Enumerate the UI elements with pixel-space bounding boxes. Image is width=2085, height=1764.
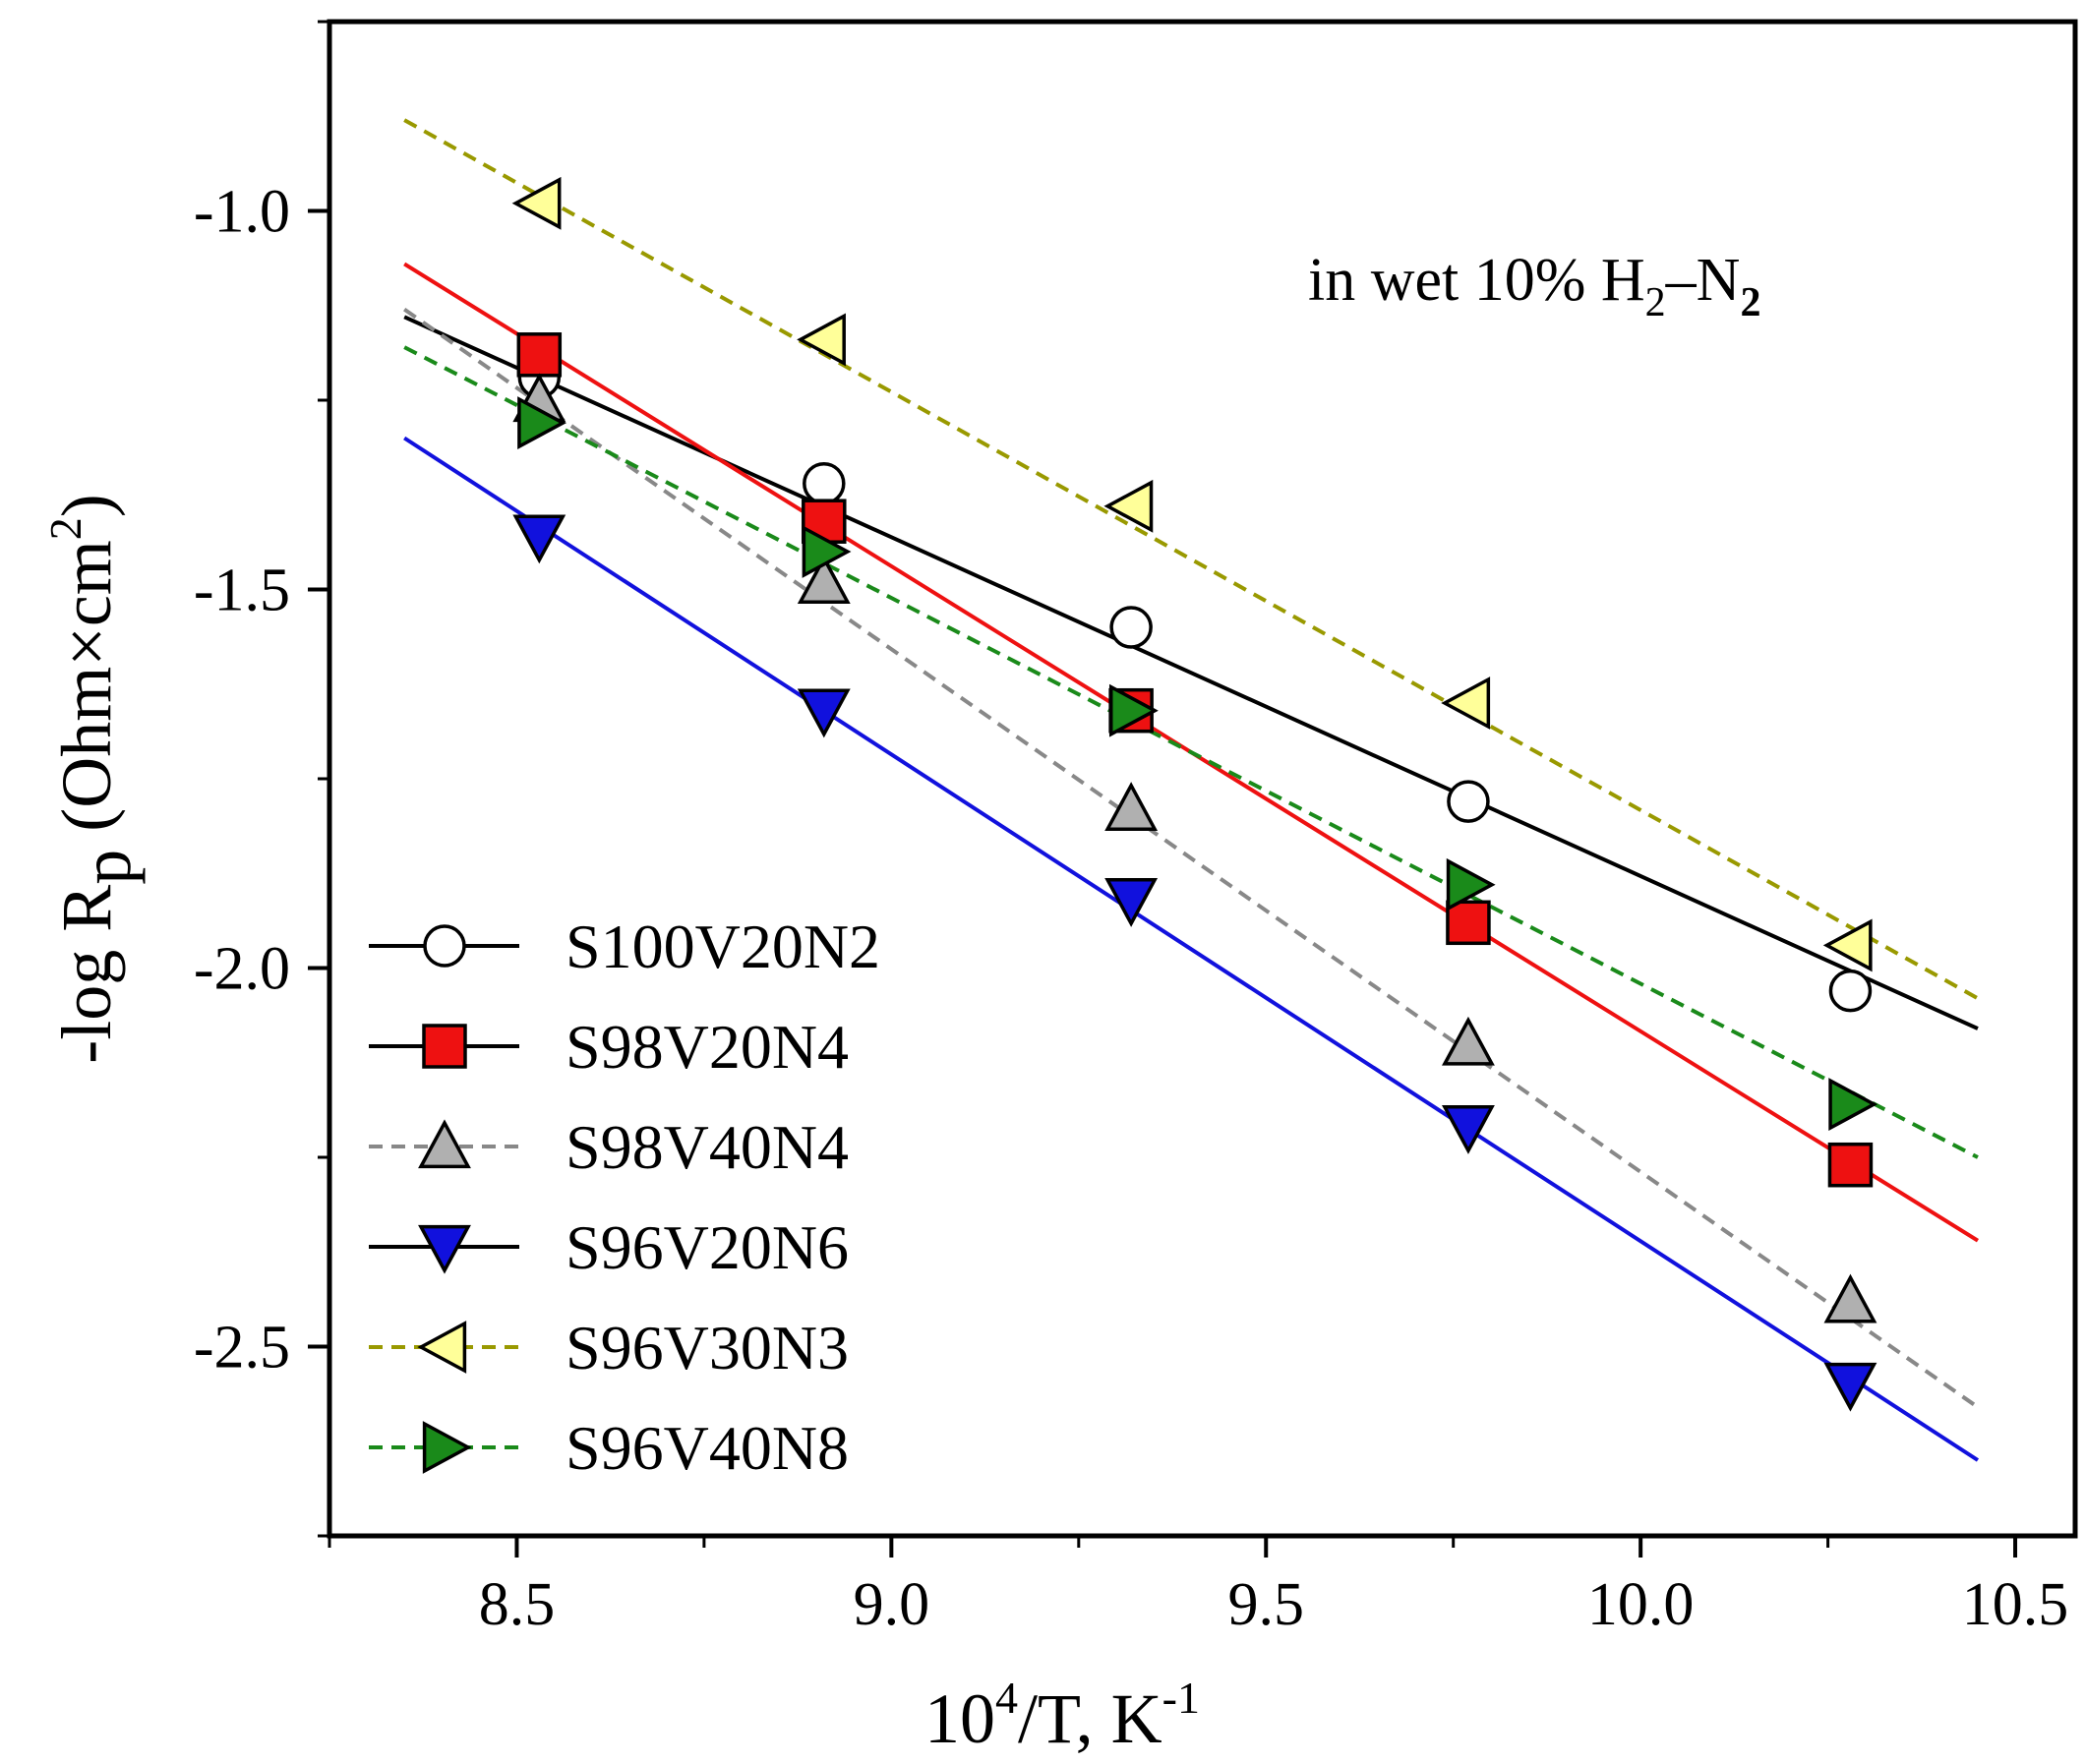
fit-line-s100v20n2 [403, 315, 1979, 1030]
legend-marker-s96v40n8 [422, 1421, 472, 1474]
point-s100v20n2 [1828, 969, 1873, 1013]
y-tick-label: -1.5 [194, 558, 290, 624]
data-markers [511, 176, 1878, 1412]
point-s98v20n4 [1446, 900, 1491, 946]
point-s100v20n2 [1109, 606, 1153, 649]
legend-marker-s96v30n3 [417, 1321, 467, 1374]
legend-label: S96V40N8 [566, 1413, 849, 1483]
point-s96v30n3 [1441, 676, 1491, 730]
point-s96v40n8 [802, 525, 852, 578]
point-s96v40n8 [1108, 683, 1159, 737]
plot-frame [327, 19, 2078, 1539]
legend-label: S100V20N2 [566, 911, 880, 981]
y-axis: -1.0 -1.5 -2.0 -2.5 [194, 20, 329, 1538]
legend-marker-s98v40n4 [418, 1119, 471, 1169]
y-tick-label: -2.5 [194, 1315, 290, 1382]
y-axis-title: -log Rp (Ohm×cm2) [40, 494, 146, 1064]
legend-marker-s96v20n6 [418, 1224, 471, 1274]
point-s96v30n3 [797, 313, 846, 367]
point-s96v40n8 [517, 396, 566, 450]
x-axis-title: 104/T, K-1 [924, 1673, 1200, 1758]
point-s96v30n3 [1822, 918, 1873, 972]
fit-line-s98v40n4 [403, 307, 1980, 1409]
point-s96v20n6 [797, 688, 851, 738]
fit-line-s96v20n6 [403, 436, 1980, 1462]
point-s96v40n8 [1446, 857, 1496, 911]
x-tick-label: 10.0 [1587, 1571, 1695, 1638]
fit-line-s96v40n8 [403, 345, 1979, 1159]
point-s100v20n2 [1447, 780, 1490, 823]
point-s98v40n4 [1823, 1273, 1877, 1323]
legend-label: S96V30N3 [566, 1313, 849, 1382]
legend-label: S96V20N6 [566, 1212, 849, 1282]
point-s100v20n2 [803, 461, 846, 505]
point-s98v40n4 [1104, 782, 1159, 831]
point-s96v20n6 [1823, 1362, 1877, 1412]
x-tick-label: 9.5 [1228, 1571, 1305, 1638]
point-s98v20n4 [1827, 1142, 1874, 1188]
y-tick-label: -2.0 [194, 936, 290, 1003]
condition-annotation: in wet 10% H2–N2 [1308, 247, 1760, 325]
y-tick-label: -1.0 [194, 179, 290, 246]
point-s96v30n3 [1103, 479, 1154, 533]
point-s96v30n3 [511, 176, 562, 230]
legend-label: S98V20N4 [566, 1012, 849, 1082]
point-s98v40n4 [797, 555, 851, 604]
x-tick-label: 10.5 [1962, 1571, 2069, 1638]
fit-line-s96v30n3 [403, 118, 1979, 1001]
point-s96v20n6 [512, 514, 566, 564]
x-tick-label: 9.0 [854, 1571, 930, 1638]
point-s98v40n4 [1442, 1016, 1495, 1066]
legend: S100V20N2 S98V20N4 S98V40N4 S96V20N6 S96V30N… [369, 911, 880, 1483]
point-s96v40n8 [1828, 1078, 1878, 1132]
legend-marker-s100v20n2 [423, 924, 466, 968]
point-s96v20n6 [1104, 878, 1159, 927]
x-tick-label: 8.5 [479, 1571, 556, 1638]
legend-marker-s98v20n4 [422, 1024, 467, 1069]
x-axis: 8.5 9.0 9.5 10.0 10.5 [328, 1536, 2069, 1638]
point-s96v20n6 [1442, 1105, 1495, 1154]
point-s98v20n4 [516, 332, 563, 378]
legend-label: S98V40N4 [566, 1112, 849, 1182]
fit-lines [403, 118, 1980, 1462]
